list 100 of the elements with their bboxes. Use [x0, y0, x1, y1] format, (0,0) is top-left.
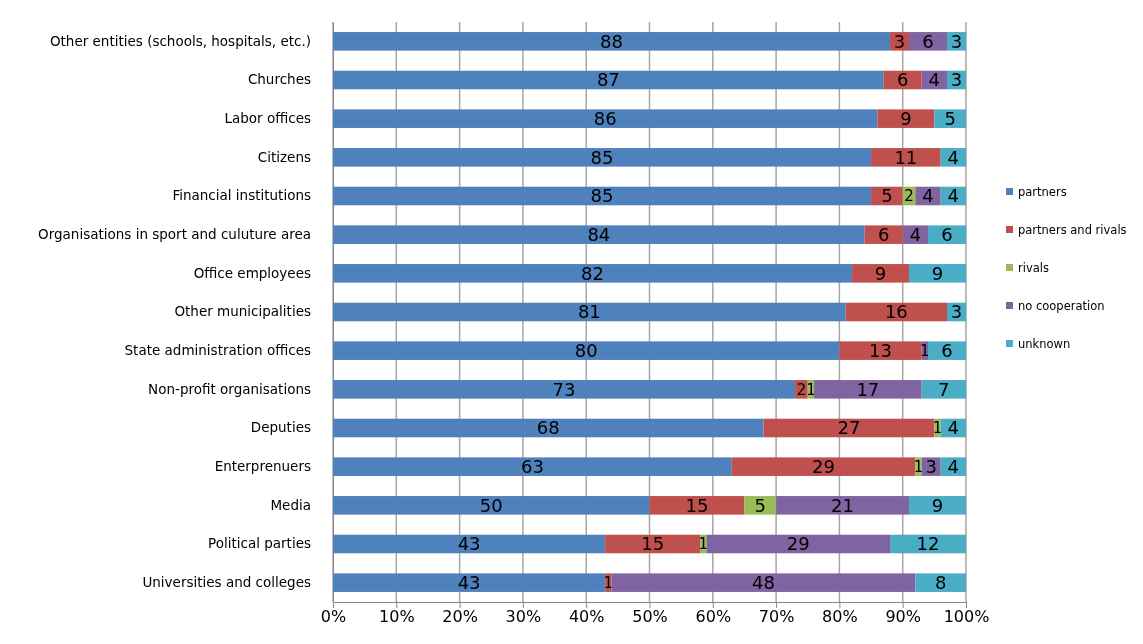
bar — [605, 534, 701, 554]
x-tick-label: 40% — [568, 607, 605, 627]
x-tick-label: 10% — [379, 607, 415, 627]
legend-label: rivals — [1018, 261, 1049, 276]
y-tick-label: State administration offices — [124, 341, 311, 358]
data-label: 85 — [590, 146, 614, 168]
x-tick-label: 0% — [320, 607, 347, 627]
data-label: 3 — [950, 301, 963, 323]
data-label: 11 — [894, 146, 918, 168]
data-label: 4 — [947, 417, 960, 439]
y-tick-label: Media — [270, 496, 311, 513]
data-label: 48 — [751, 572, 775, 594]
data-label: 4 — [922, 185, 934, 207]
data-label: 4 — [947, 185, 960, 207]
data-label: 3 — [893, 30, 906, 52]
data-label: 9 — [931, 494, 944, 516]
data-label: 2 — [904, 187, 914, 206]
bar — [928, 225, 966, 244]
data-label: 7 — [938, 378, 950, 400]
bar — [333, 418, 764, 438]
x-tick-label: 50% — [632, 607, 668, 627]
data-label: 63 — [520, 456, 544, 478]
data-label: 81 — [577, 301, 601, 323]
data-label: 1 — [698, 535, 709, 554]
bar — [731, 457, 916, 476]
data-label: 3 — [950, 69, 963, 91]
bar — [909, 32, 948, 51]
bar — [333, 457, 732, 476]
bar — [852, 264, 910, 283]
bar — [921, 380, 966, 399]
bar — [333, 380, 796, 399]
data-label: 8 — [934, 572, 947, 594]
bar — [333, 496, 650, 515]
data-label: 9 — [931, 262, 944, 284]
data-label: 21 — [831, 494, 855, 516]
data-label: 80 — [574, 340, 598, 362]
bar — [839, 341, 922, 360]
bar — [934, 109, 966, 128]
data-label: 84 — [587, 224, 611, 246]
bar — [814, 380, 922, 399]
bar — [333, 341, 840, 360]
bar — [845, 302, 948, 322]
data-label: 4 — [928, 69, 941, 91]
data-label: 1 — [806, 380, 816, 399]
data-label: 17 — [856, 378, 880, 400]
bar — [763, 418, 935, 438]
bar — [649, 496, 745, 515]
bar — [333, 32, 891, 51]
bar — [776, 496, 910, 515]
data-label: 16 — [884, 301, 908, 323]
bar — [333, 573, 606, 592]
data-label: 85 — [590, 185, 614, 207]
y-tick-label: Political parties — [208, 535, 311, 552]
data-label: 13 — [869, 340, 892, 362]
x-tick-label: 90% — [885, 607, 921, 627]
x-tick-label: 20% — [442, 607, 478, 627]
data-label: 68 — [536, 417, 560, 439]
y-tick-label: Universities and colleges — [142, 573, 311, 590]
legend-label: no cooperation — [1018, 299, 1105, 314]
data-label: 43 — [457, 572, 481, 594]
data-label: 5 — [881, 185, 893, 207]
x-tick-label: 80% — [822, 607, 858, 627]
bar — [333, 109, 878, 128]
data-label: 3 — [950, 30, 963, 52]
data-label: 1 — [920, 342, 930, 361]
data-label: 2 — [796, 380, 807, 399]
data-label: 88 — [600, 30, 623, 52]
y-tick-label: Labor offices — [224, 109, 311, 126]
data-label: 6 — [941, 340, 953, 362]
y-tick-label: Deputies — [250, 419, 311, 436]
data-label: 5 — [944, 108, 956, 130]
bar — [744, 496, 777, 515]
data-label: 1 — [932, 419, 943, 438]
y-tick-label: Enterprenuers — [214, 457, 311, 474]
y-tick-label: Office employees — [193, 264, 311, 281]
y-tick-label: Non-profit organisations — [148, 380, 311, 397]
legend-label: partners — [1018, 185, 1067, 200]
data-label: 1 — [913, 458, 924, 477]
x-tick-label: 30% — [505, 607, 542, 627]
data-label: 4 — [947, 456, 960, 478]
data-label: 15 — [641, 533, 665, 555]
data-label: 6 — [922, 30, 934, 52]
y-tick-label: Financial institutions — [172, 187, 311, 204]
bar — [333, 302, 846, 322]
bar — [333, 186, 872, 206]
data-label: 50 — [479, 494, 503, 516]
x-tick-label: 70% — [758, 607, 795, 627]
data-label: 9 — [900, 108, 912, 130]
x-tick-label: 60% — [695, 607, 732, 627]
bar — [915, 573, 966, 592]
data-label: 1 — [603, 574, 614, 593]
legend-label: unknown — [1018, 337, 1071, 352]
y-tick-label: Organisations in sport and culuture area — [38, 225, 311, 242]
data-label: 27 — [837, 417, 861, 439]
bar — [864, 225, 903, 244]
data-label: 43 — [457, 533, 481, 555]
data-label: 29 — [812, 456, 836, 478]
data-label: 9 — [874, 262, 887, 284]
data-label: 4 — [947, 146, 960, 168]
bar — [333, 148, 872, 167]
